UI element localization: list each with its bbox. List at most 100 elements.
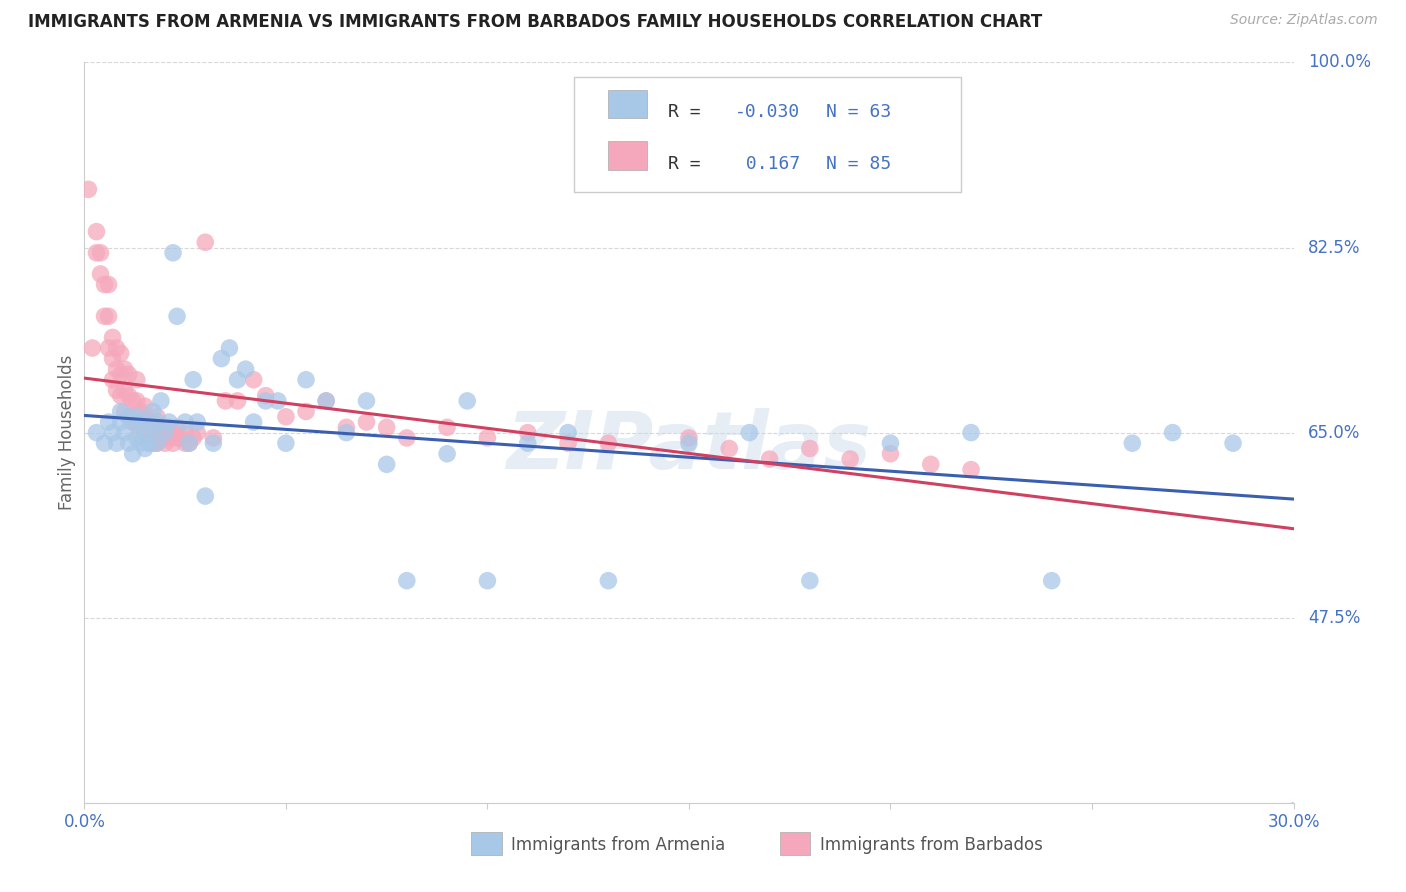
- Point: [86, 245, 108, 260]
- Point: [114, 425, 136, 440]
- Point: [162, 245, 184, 260]
- Point: [170, 431, 193, 445]
- Point: [226, 393, 249, 408]
- Point: [375, 458, 398, 472]
- Point: [118, 436, 141, 450]
- Text: 47.5%: 47.5%: [1308, 608, 1361, 627]
- Text: Source: ZipAtlas.com: Source: ZipAtlas.com: [1230, 13, 1378, 28]
- Point: [153, 420, 176, 434]
- Text: N = 63: N = 63: [825, 103, 891, 121]
- Y-axis label: Family Households: Family Households: [58, 355, 76, 510]
- Point: [149, 420, 172, 434]
- Point: [146, 409, 169, 424]
- Point: [134, 425, 156, 440]
- Point: [110, 404, 132, 418]
- Point: [118, 388, 141, 402]
- Text: R =: R =: [668, 155, 711, 173]
- Text: IMMIGRANTS FROM ARMENIA VS IMMIGRANTS FROM BARBADOS FAMILY HOUSEHOLDS CORRELATIO: IMMIGRANTS FROM ARMENIA VS IMMIGRANTS FR…: [28, 13, 1042, 31]
- Point: [226, 373, 249, 387]
- Point: [436, 420, 458, 434]
- Point: [557, 436, 579, 450]
- Point: [134, 409, 156, 424]
- Point: [86, 425, 108, 440]
- Point: [181, 431, 204, 445]
- Point: [315, 393, 337, 408]
- Point: [477, 431, 499, 445]
- Point: [557, 425, 579, 440]
- Point: [267, 393, 290, 408]
- Point: [157, 415, 180, 429]
- Point: [218, 341, 240, 355]
- Text: 0.167: 0.167: [735, 155, 800, 173]
- Point: [101, 330, 124, 344]
- Point: [274, 436, 297, 450]
- Point: [718, 442, 741, 456]
- Point: [125, 415, 148, 429]
- Point: [174, 425, 197, 440]
- Point: [89, 245, 111, 260]
- Point: [129, 404, 152, 418]
- Point: [138, 436, 160, 450]
- Point: [121, 415, 143, 429]
- Point: [129, 415, 152, 429]
- Point: [93, 277, 115, 292]
- Point: [142, 420, 165, 434]
- Text: -0.030: -0.030: [735, 103, 800, 121]
- Point: [86, 225, 108, 239]
- Text: 65.0%: 65.0%: [1308, 424, 1361, 442]
- Point: [134, 442, 156, 456]
- Point: [125, 409, 148, 424]
- Point: [105, 362, 128, 376]
- Point: [598, 574, 620, 588]
- Point: [738, 425, 761, 440]
- FancyBboxPatch shape: [607, 89, 647, 118]
- Point: [138, 436, 160, 450]
- Point: [166, 420, 188, 434]
- Point: [295, 404, 318, 418]
- Point: [153, 425, 176, 440]
- Point: [209, 351, 232, 366]
- Point: [1040, 574, 1063, 588]
- Point: [254, 393, 277, 408]
- Point: [456, 393, 478, 408]
- FancyBboxPatch shape: [574, 78, 962, 192]
- Point: [146, 436, 169, 450]
- Text: ZIPatlas: ZIPatlas: [506, 409, 872, 486]
- Point: [678, 436, 700, 450]
- Text: Immigrants from Barbados: Immigrants from Barbados: [820, 836, 1042, 854]
- Point: [356, 415, 378, 429]
- Point: [335, 420, 357, 434]
- Point: [254, 388, 277, 402]
- Point: [186, 415, 208, 429]
- Text: R =: R =: [668, 103, 711, 121]
- Point: [146, 415, 169, 429]
- Point: [114, 404, 136, 418]
- Point: [105, 436, 128, 450]
- Point: [315, 393, 337, 408]
- Point: [758, 452, 780, 467]
- Point: [436, 447, 458, 461]
- Point: [149, 431, 172, 445]
- Point: [242, 415, 264, 429]
- Point: [799, 574, 821, 588]
- Point: [960, 462, 983, 476]
- Point: [1222, 436, 1244, 450]
- Point: [110, 346, 132, 360]
- Point: [153, 436, 176, 450]
- Point: [142, 415, 165, 429]
- Point: [516, 425, 538, 440]
- Point: [114, 384, 136, 398]
- Point: [395, 431, 418, 445]
- Point: [920, 458, 942, 472]
- Point: [166, 310, 188, 324]
- Point: [1121, 436, 1143, 450]
- Point: [118, 368, 141, 382]
- Point: [598, 436, 620, 450]
- Point: [356, 393, 378, 408]
- Point: [477, 574, 499, 588]
- Point: [274, 409, 297, 424]
- Point: [129, 425, 152, 440]
- Point: [179, 436, 201, 450]
- Point: [138, 415, 160, 429]
- Point: [129, 436, 152, 450]
